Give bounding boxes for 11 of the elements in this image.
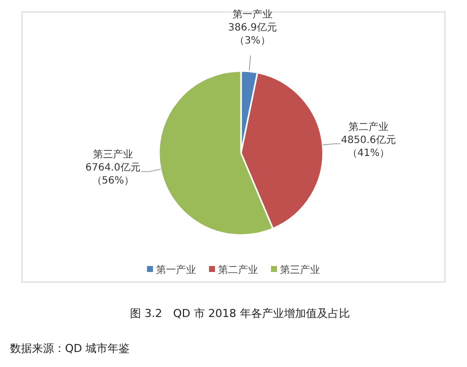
slice-label: 第二产业 xyxy=(348,120,389,133)
data-label: 4850.6亿元（41%） xyxy=(341,134,396,159)
source-note: 数据来源：QD 城市年鉴 xyxy=(10,342,130,355)
data-label: 6764.0亿元（56%） xyxy=(85,162,140,187)
legend-label: 第二产业 xyxy=(218,264,258,276)
legend-label: 第三产业 xyxy=(280,264,320,276)
legend-label: 第一产业 xyxy=(156,264,196,276)
text: 图 3.2 QD 市 2018 年各产业增加值及占比 xyxy=(130,307,350,320)
slice-label: 第一产业 xyxy=(232,8,273,20)
slice-label: 第三产业 xyxy=(92,148,133,161)
data-label: 386.9亿元（3%） xyxy=(228,22,277,46)
